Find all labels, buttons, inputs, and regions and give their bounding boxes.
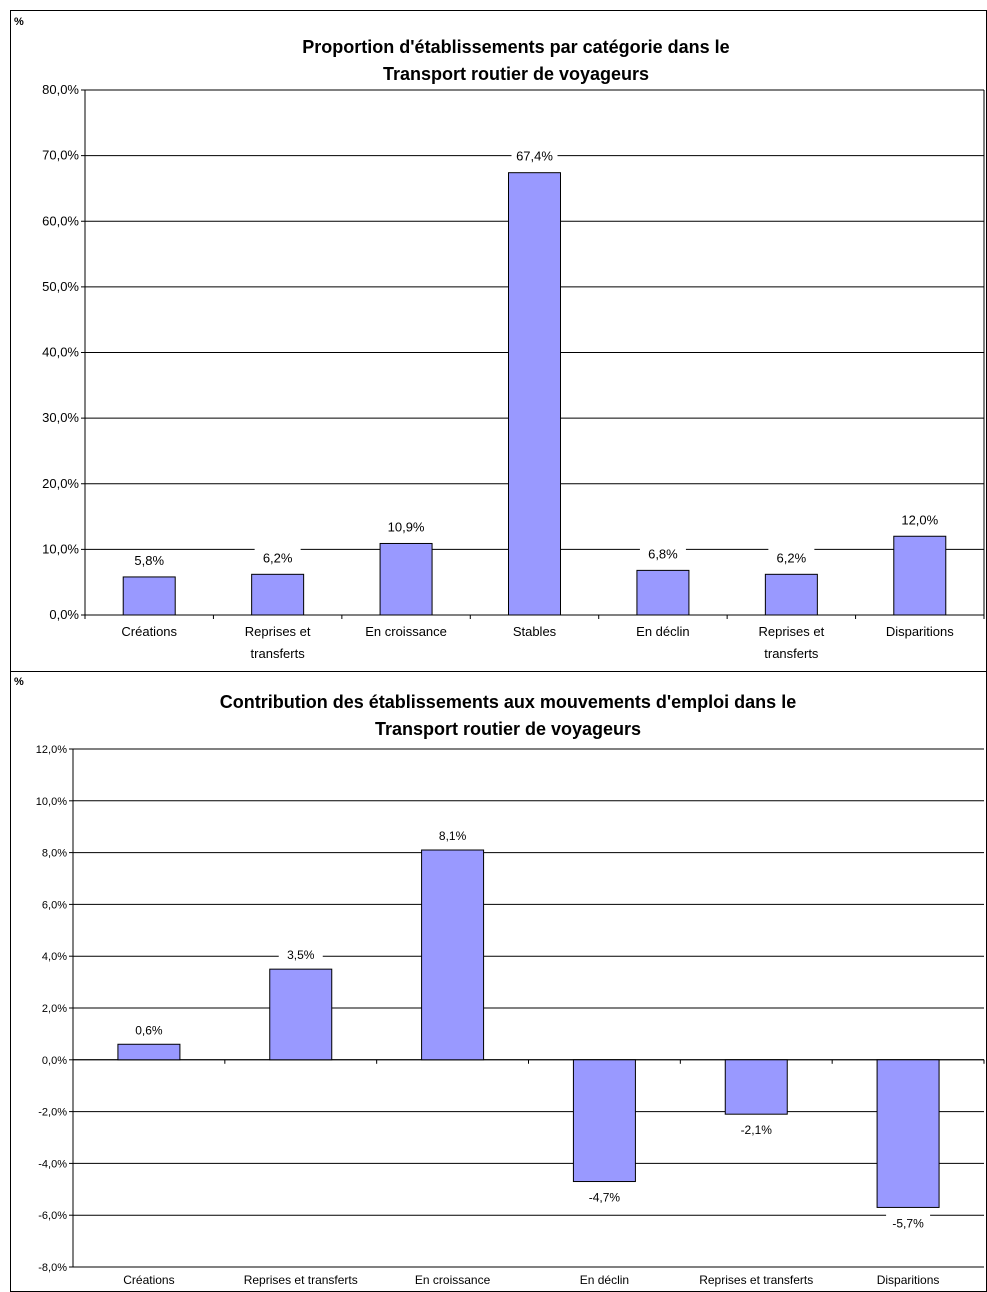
category-label: En croissance <box>415 1273 491 1287</box>
data-label-background <box>768 548 815 567</box>
y-tick-label: -4,0% <box>38 1158 67 1170</box>
bar <box>251 573 305 616</box>
y-tick-label: 12,0% <box>36 744 67 756</box>
y-tick-label: 0,0% <box>42 1055 67 1067</box>
category-label: Reprises et <box>758 624 824 639</box>
category-label: transferts <box>764 646 819 661</box>
data-label: -4,7% <box>589 1191 621 1205</box>
category-label: transferts <box>251 646 306 661</box>
y-tick-label: -6,0% <box>38 1210 67 1222</box>
bar <box>122 576 176 616</box>
category-label: Reprises et transferts <box>699 1273 813 1287</box>
chart-contribution-title-line-1: Contribution des établissements aux mouv… <box>220 692 796 712</box>
data-label: 67,4% <box>516 149 553 164</box>
data-label: 10,9% <box>388 519 425 534</box>
bar <box>572 1059 636 1183</box>
data-label-background <box>383 517 430 536</box>
y-tick-label: 6,0% <box>42 899 67 911</box>
y-tick-label: -8,0% <box>38 1262 67 1274</box>
y-tick-label: 0,0% <box>49 607 79 622</box>
chart-contribution: % Contribution des établissements aux mo… <box>14 676 985 1287</box>
data-label-background <box>430 826 475 845</box>
category-label: Stables <box>513 624 557 639</box>
bar <box>379 542 433 616</box>
data-label-background <box>511 146 558 165</box>
data-label: 0,6% <box>135 1023 163 1037</box>
category-label: En croissance <box>365 624 447 639</box>
data-label: 3,5% <box>287 948 315 962</box>
data-label-background <box>886 1213 931 1232</box>
y-tick-label: 20,0% <box>42 476 79 491</box>
chart-proportion-panel: % Proportion d'établissements par catégo… <box>10 10 987 672</box>
bar <box>876 1059 940 1208</box>
data-label-background <box>639 544 686 563</box>
y-tick-label: 8,0% <box>42 848 67 860</box>
bar <box>421 849 485 1061</box>
category-label: En déclin <box>580 1273 629 1287</box>
bar <box>636 569 690 616</box>
data-label-background <box>126 1020 171 1039</box>
bar <box>508 172 561 616</box>
data-label: -2,1% <box>741 1123 773 1137</box>
chart-proportion-unit-label: % <box>14 16 24 28</box>
bar <box>269 968 333 1061</box>
y-tick-label: 50,0% <box>42 279 79 294</box>
category-label: Reprises et <box>245 624 311 639</box>
data-label: 12,0% <box>901 512 938 527</box>
y-tick-label: 60,0% <box>42 213 79 228</box>
y-tick-label: 10,0% <box>42 541 79 556</box>
data-label-background <box>734 1120 779 1139</box>
data-label: 8,1% <box>439 829 467 843</box>
chart-proportion-title-line-2: Transport routier de voyageurs <box>383 64 649 84</box>
data-label: -5,7% <box>892 1216 924 1230</box>
category-label: Disparitions <box>877 1273 940 1287</box>
data-label: 6,8% <box>648 546 678 561</box>
y-tick-label: 4,0% <box>42 951 67 963</box>
data-label-background <box>896 510 943 529</box>
chart-proportion: % Proportion d'établissements par catégo… <box>14 16 985 661</box>
y-tick-label: 10,0% <box>36 796 67 808</box>
chart-contribution-title-line-2: Transport routier de voyageurs <box>375 719 641 739</box>
bar <box>724 1059 788 1115</box>
y-tick-label: 30,0% <box>42 410 79 425</box>
y-tick-label: 40,0% <box>42 345 79 360</box>
chart-contribution-panel: % Contribution des établissements aux mo… <box>10 671 987 1292</box>
category-label: Disparitions <box>886 624 954 639</box>
data-label-background <box>582 1187 627 1206</box>
y-tick-label: 70,0% <box>42 148 79 163</box>
data-label: 6,2% <box>263 550 293 565</box>
category-label: Reprises et transferts <box>244 1273 358 1287</box>
data-label-background <box>254 548 301 567</box>
data-label: 6,2% <box>777 550 807 565</box>
bar <box>893 535 947 616</box>
bar <box>764 573 818 616</box>
y-tick-label: 80,0% <box>42 82 79 97</box>
data-label: 5,8% <box>134 553 164 568</box>
chart-contribution-unit-label: % <box>14 676 24 688</box>
y-tick-label: -2,0% <box>38 1107 67 1119</box>
bar <box>117 1043 181 1061</box>
category-label: En déclin <box>636 624 689 639</box>
data-label-background <box>278 945 323 964</box>
chart-proportion-title-line-1: Proportion d'établissements par catégori… <box>302 37 729 57</box>
y-tick-label: 2,0% <box>42 1003 67 1015</box>
category-label: Créations <box>121 624 177 639</box>
data-label-background <box>126 550 173 569</box>
category-label: Créations <box>123 1273 174 1287</box>
